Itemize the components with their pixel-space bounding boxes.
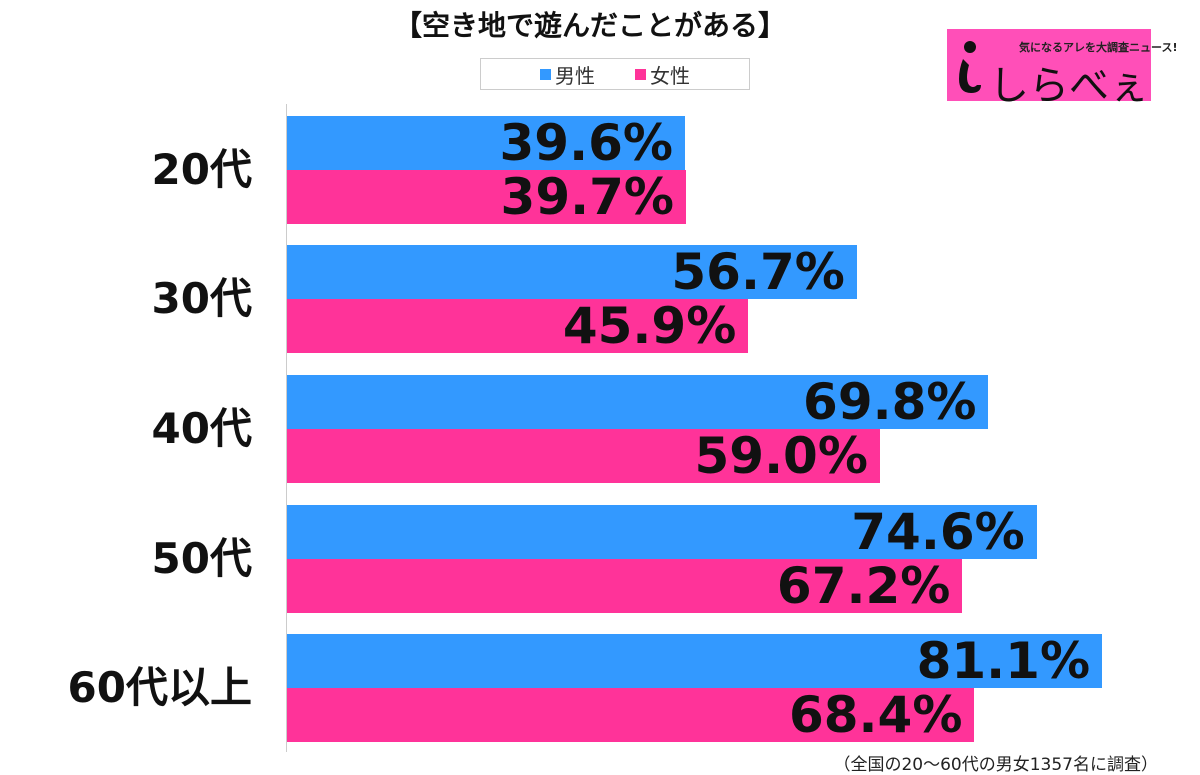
legend: 男性 女性 <box>480 58 750 90</box>
shirabee-logo: 気になるアレを大調査ニュース! しらべぇ <box>947 29 1177 109</box>
data-label-male: 39.6% <box>499 114 673 172</box>
data-label-male: 56.7% <box>671 243 845 301</box>
legend-label-male: 男性 <box>555 63 595 88</box>
logo-name: しらべぇ <box>989 63 1149 109</box>
data-label-male: 69.8% <box>803 373 977 431</box>
data-label-female: 68.4% <box>788 686 963 744</box>
category-label: 50代 <box>151 534 252 583</box>
data-label-female: 39.7% <box>500 168 674 226</box>
category-label: 30代 <box>151 274 252 323</box>
legend-label-female: 女性 <box>650 63 690 88</box>
legend-item-male: 男性 <box>540 60 595 89</box>
data-label-female: 67.2% <box>776 557 951 615</box>
legend-item-female: 女性 <box>635 60 690 89</box>
legend-swatch-female <box>635 68 646 80</box>
category-label: 60代以上 <box>67 663 252 712</box>
bar-female <box>287 688 975 742</box>
bar-female <box>287 170 686 224</box>
bar-male <box>287 634 1103 688</box>
category-label: 40代 <box>151 404 252 453</box>
data-label-female: 59.0% <box>694 427 868 485</box>
y-axis-line <box>286 104 287 752</box>
bar-male <box>287 375 989 429</box>
legend-swatch-male <box>540 68 551 80</box>
logo-tagline: 気になるアレを大調査ニュース! <box>1019 41 1178 54</box>
data-label-male: 81.1% <box>916 632 1091 690</box>
chart-title: 【空き地で遊んだことがある】 <box>393 9 786 42</box>
footnote: （全国の20〜60代の男女1357名に調査） <box>833 755 1158 775</box>
logo-i-icon <box>959 41 981 93</box>
bar-male <box>287 245 857 299</box>
bar-male <box>287 116 685 170</box>
category-label: 20代 <box>151 145 252 194</box>
bar-female <box>287 299 749 353</box>
data-label-female: 45.9% <box>562 297 737 355</box>
bar-female <box>287 559 963 613</box>
bar-female <box>287 429 880 483</box>
data-label-male: 74.6% <box>851 503 1025 561</box>
bar-male <box>287 505 1037 559</box>
